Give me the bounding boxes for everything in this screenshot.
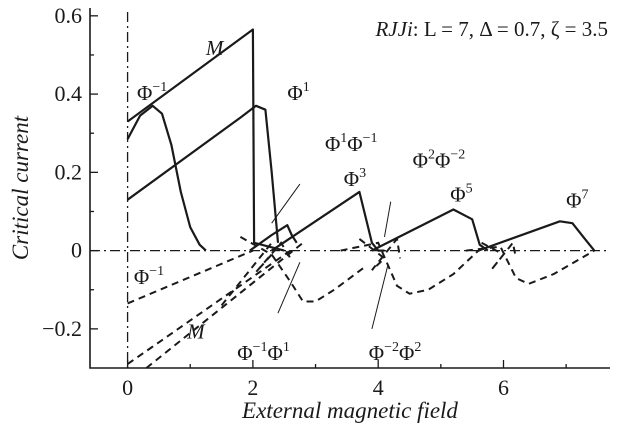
dashed-curve-10	[145, 242, 304, 369]
dashed-curve-12	[340, 241, 480, 295]
dashed-curve-11	[270, 253, 367, 303]
x-axis-label: External magnetic field	[241, 398, 458, 423]
solid-curve-4	[271, 190, 385, 252]
chart-title: RJJi: L = 7, Δ = 0.7, ζ = 3.5	[374, 17, 608, 41]
curve-annotation: Φ−1	[134, 264, 164, 289]
curve-annotation: Φ−1	[137, 80, 167, 105]
solid-curve-5	[371, 208, 489, 252]
dashed-curve-8	[220, 242, 273, 307]
curve-annotation: M	[205, 36, 225, 60]
axes	[89, 8, 610, 369]
dashed-curve-15	[358, 236, 402, 271]
dashed-curve-13	[465, 245, 595, 285]
annotation-leader	[383, 201, 392, 238]
solid-curve-2	[126, 104, 280, 243]
dashed-curve-16	[481, 240, 517, 271]
chart-title-params: : L = 7, Δ = 0.7, ζ = 3.5	[413, 17, 608, 41]
y-tick-label: 0.2	[55, 159, 83, 184]
curve-annotation: Φ−2Φ2	[369, 340, 422, 365]
annotation-leader	[271, 183, 301, 224]
y-axis-label: Critical current	[8, 115, 33, 260]
series-layer	[126, 28, 596, 369]
curve-annotation: Φ−1Φ1	[237, 340, 290, 365]
curve-annotation: Φ1Φ−1	[325, 131, 378, 156]
solid-curve-3	[249, 224, 298, 252]
plot-area	[90, 12, 610, 368]
annotation-leader	[371, 266, 389, 329]
y-tick-label: 0	[71, 238, 82, 263]
y-tick-label: 0.4	[55, 81, 83, 106]
chart-title-prefix: RJJi	[374, 17, 412, 41]
solid-curve-1	[126, 104, 207, 252]
x-tick-label: 0	[122, 375, 133, 400]
curve-annotation: Φ1	[287, 80, 309, 105]
x-tick-label: 4	[373, 375, 384, 400]
solid-curve-0	[126, 28, 285, 252]
curve-annotation: M	[186, 320, 206, 344]
y-ticks: −0.2 0 0.2 0.4 0.6	[42, 3, 98, 341]
curve-annotation: Φ7	[566, 188, 588, 213]
dashed-curve-7	[127, 249, 254, 305]
curve-annotation: Φ5	[450, 182, 472, 207]
y-tick-label: −0.2	[42, 316, 82, 341]
annotation-leader	[277, 262, 301, 314]
y-tick-label: 0.6	[55, 3, 83, 28]
curve-annotation: Φ3	[344, 166, 366, 191]
dashed-curve-9	[127, 249, 292, 365]
x-ticks: 0 2 4 6	[122, 360, 567, 400]
x-tick-label: 2	[247, 375, 258, 400]
axis-frame	[89, 8, 610, 369]
curve-annotation: Φ2Φ−2	[413, 147, 466, 172]
x-tick-label: 6	[498, 375, 509, 400]
solid-curve-6	[478, 220, 596, 252]
